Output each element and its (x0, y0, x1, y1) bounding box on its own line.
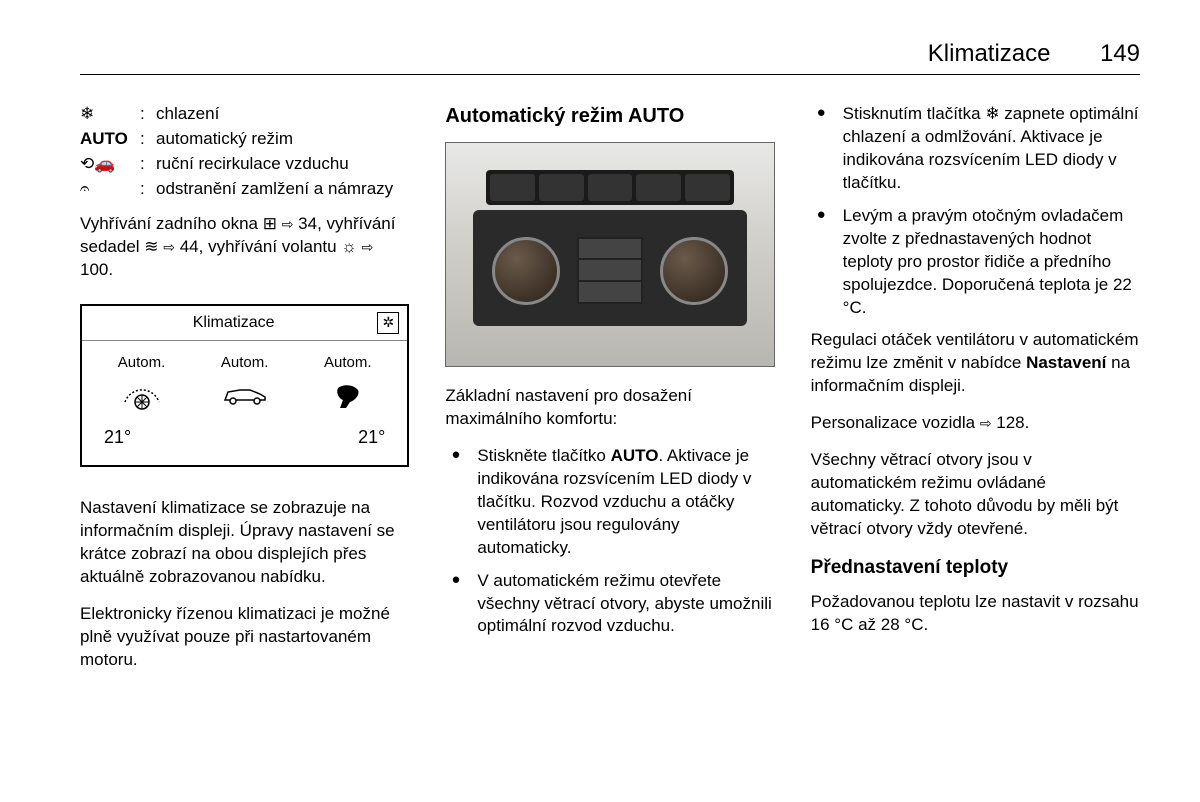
legend-row: ⟲🚗 : ruční recirkulace vzduchu (80, 153, 409, 176)
column-1: ❄ : chlazení AUTO : automatický režim ⟲🚗… (80, 103, 409, 686)
gear-icon: ✲ (377, 312, 399, 334)
body-text: Základní nastavení pro dosažení maximáln… (445, 385, 774, 431)
legend-row: 𝄐 : odstranění zamlžení a námrazy (80, 178, 409, 201)
column-2: Automatický režim AUTO Základní nastaven… (445, 103, 774, 686)
temp-left: 21° (104, 425, 131, 449)
legend-text: chlazení (156, 103, 409, 126)
wheel-heat-icon: ☼ (341, 237, 357, 256)
arrow-icon: ⇨ (282, 215, 294, 234)
seat-heat-icon: ≋ (144, 237, 158, 256)
defrost-icon: 𝄐 (80, 178, 140, 201)
list-item: V automatickém režimu otevřete všechny v… (445, 570, 774, 639)
column-3: Stisknutím tlačítka ❄ zapnete optimální … (811, 103, 1140, 686)
car-icon (193, 377, 296, 413)
legend-table: ❄ : chlazení AUTO : automatický režim ⟲🚗… (80, 103, 409, 201)
auto-label: Autom. (90, 353, 193, 373)
body-text: Nastavení klimatizace se zobrazuje na in… (80, 497, 409, 589)
auto-label: Autom. (193, 353, 296, 373)
auto-label: AUTO (80, 128, 140, 151)
body-text: Požadovanou teplotu lze nastavit v rozsa… (811, 591, 1140, 637)
body-text: Personalizace vozidla ⇨ 128. (811, 412, 1140, 435)
page-header: Klimatizace 149 (80, 40, 1140, 75)
legend-row: ❄ : chlazení (80, 103, 409, 126)
display-title: Klimatizace (90, 312, 377, 334)
fan-speed-icon (90, 377, 193, 413)
temp-right: 21° (358, 425, 385, 449)
list-item: Levým a pravým otočným ovladačem zvolte … (811, 205, 1140, 320)
recirculation-icon: ⟲🚗 (80, 153, 140, 176)
snowflake-icon: ❄ (985, 104, 999, 123)
auto-label: Autom. (296, 353, 399, 373)
bullet-list: Stiskněte tlačítko AUTO. Aktivace je ind… (445, 445, 774, 639)
arrow-icon: ⇨ (362, 238, 374, 257)
heating-refs: Vyhřívání zadního okna ⊞ ⇨ 34, vyhřívání… (80, 213, 409, 282)
list-item: Stisknutím tlačítka ❄ zapnete optimální … (811, 103, 1140, 195)
legend-text: odstranění zamlžení a námrazy (156, 178, 409, 201)
arrow-icon: ⇨ (980, 414, 992, 433)
climate-display-figure: Klimatizace ✲ Autom. (80, 304, 409, 468)
person-airflow-icon (296, 377, 399, 413)
climate-control-photo (445, 142, 774, 367)
left-dial (492, 237, 560, 305)
rear-window-icon: ⊞ (263, 214, 277, 233)
body-text: Všechny větrací otvory jsou v automatick… (811, 449, 1140, 541)
section-title: Klimatizace (928, 40, 1051, 68)
bullet-list: Stisknutím tlačítka ❄ zapnete optimální … (811, 103, 1140, 319)
legend-row: AUTO : automatický režim (80, 128, 409, 151)
legend-text: ruční recirkulace vzduchu (156, 153, 409, 176)
snowflake-icon: ❄ (80, 103, 140, 126)
legend-text: automatický režim (156, 128, 409, 151)
arrow-icon: ⇨ (163, 238, 175, 257)
temp-preset-heading: Přednastavení teploty (811, 555, 1140, 581)
body-text: Elektronicky řízenou klimatizaci je možn… (80, 603, 409, 672)
page-number: 149 (1100, 40, 1140, 68)
body-text: Regulaci otáček ventilátoru v automatick… (811, 329, 1140, 398)
auto-mode-heading: Automatický režim AUTO (445, 103, 774, 130)
list-item: Stiskněte tlačítko AUTO. Aktivace je ind… (445, 445, 774, 560)
right-dial (660, 237, 728, 305)
